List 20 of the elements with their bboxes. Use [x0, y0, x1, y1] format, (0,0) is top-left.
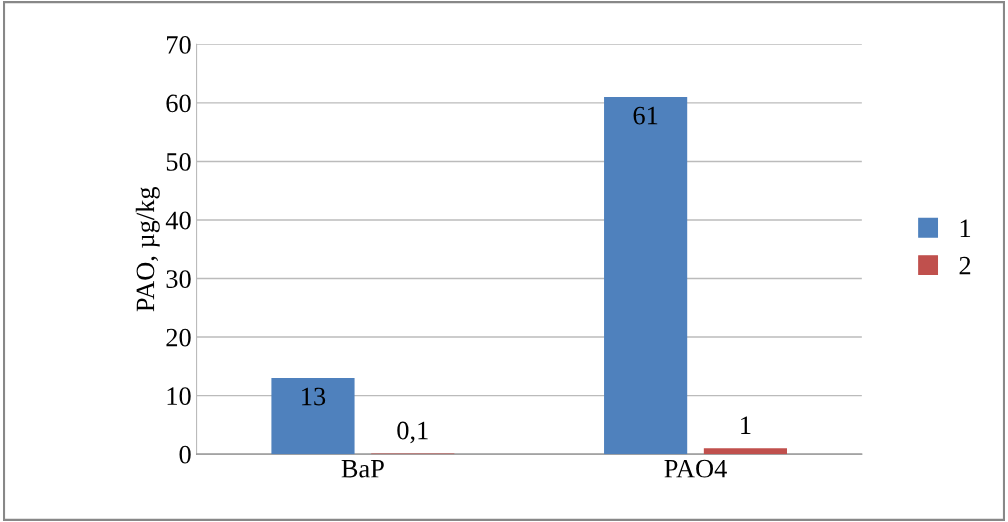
y-tick-label: 30	[166, 270, 191, 288]
bar	[604, 97, 688, 455]
y-tick-label: 10	[167, 387, 191, 406]
data-label: 61	[633, 106, 658, 125]
legend-label: 1	[960, 219, 971, 238]
y-tick-label: 60	[166, 94, 191, 113]
legend-label: 2	[959, 256, 971, 275]
x-tick-label: BaP	[341, 460, 384, 478]
y-tick-label: 0	[179, 445, 191, 464]
y-tick-label: 50	[166, 153, 191, 171]
bar	[271, 378, 355, 455]
y-tick-label: 20	[166, 328, 191, 347]
x-tick-label: PAO4	[664, 459, 727, 478]
y-axis-title: PAO, µg/kg	[135, 186, 160, 312]
data-label: 13	[302, 387, 326, 406]
y-tick-label: 70	[167, 35, 191, 54]
data-label: 1	[741, 416, 751, 434]
data-label: 0,1	[397, 421, 428, 444]
bar	[703, 448, 787, 455]
y-tick-label: 40	[165, 211, 191, 230]
